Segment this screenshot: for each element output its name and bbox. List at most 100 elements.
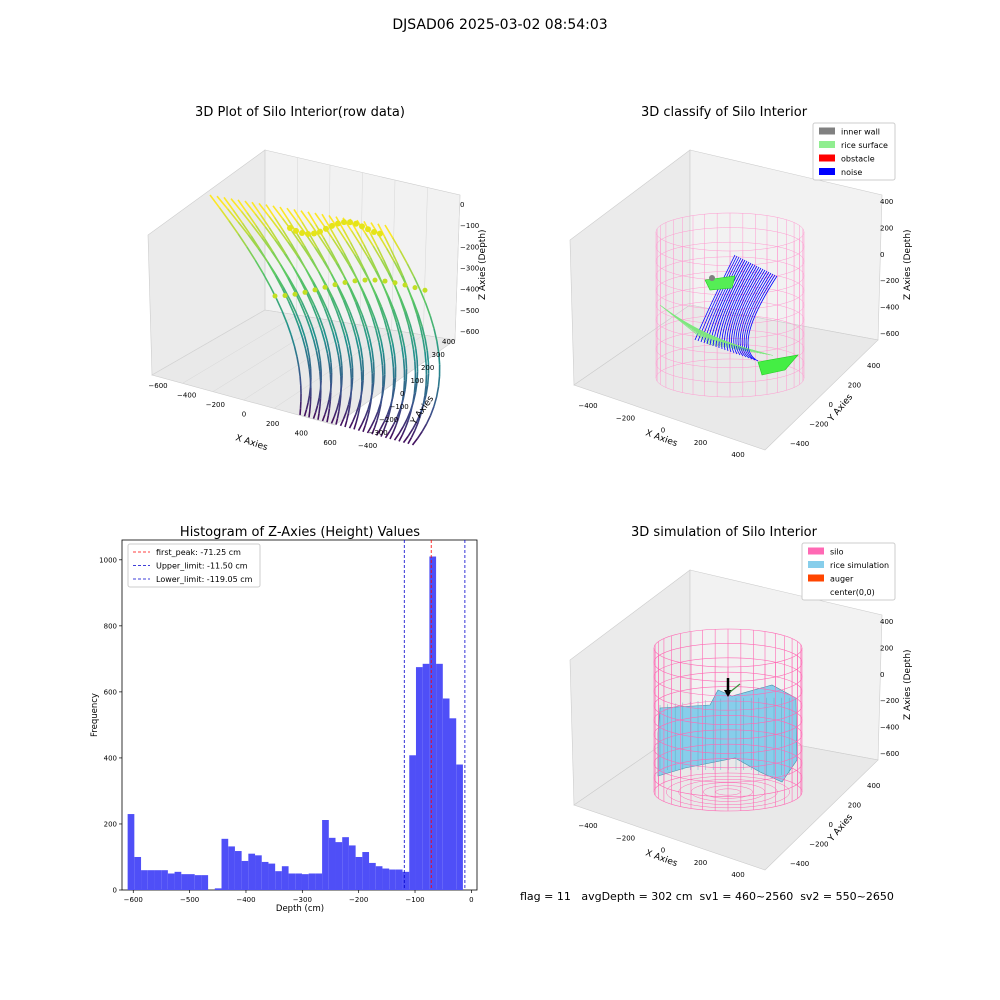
histogram-bar: [248, 853, 256, 890]
raw-scan-segment: [362, 291, 369, 306]
noise-trace: [731, 267, 762, 354]
histogram-bar: [174, 871, 182, 890]
raw-scan-segment: [287, 241, 298, 256]
raw-scan-segment: [227, 208, 239, 223]
raw-scan-segment: [395, 322, 401, 336]
histogram-x-tick-label: −400: [236, 896, 255, 904]
raw-scan-segment: [316, 247, 326, 262]
simulation-legend-label: silo: [830, 548, 844, 557]
raw-scan-segment: [409, 323, 415, 337]
raw-scan-segment: [356, 278, 364, 293]
noise-trace: [743, 273, 774, 360]
histogram-bar: [141, 870, 148, 890]
raw-scan-segment: [355, 337, 360, 350]
simulation-legend-label: rice simulation: [830, 561, 889, 570]
raw-scan-segment: [421, 423, 428, 433]
histogram-bar: [315, 873, 323, 890]
raw-scan-segment: [401, 390, 405, 401]
raw-scan-segment: [402, 358, 406, 371]
raw-scan-segment: [414, 381, 418, 393]
silo-ring: [653, 729, 803, 769]
histogram-bar: [194, 875, 202, 890]
raw-scan-segment: [336, 411, 340, 419]
raw-scan-segment: [343, 298, 351, 313]
raw-scan-segment: [328, 351, 332, 363]
raw-scan-segment: [349, 368, 353, 380]
raw-scan-segment: [392, 308, 399, 322]
raw-scan-segment: [250, 235, 261, 250]
simulation-y-tick: −200: [809, 841, 828, 849]
raw-scan-point: [299, 230, 305, 237]
raw-scan-point: [272, 293, 278, 299]
raw-scan-segment: [372, 245, 382, 260]
simulation-x-ticks: −400 −200 0 200 400: [578, 822, 744, 879]
histogram-bar: [355, 856, 363, 890]
raw-scan-segment: [370, 362, 374, 374]
histogram-bar: [375, 866, 383, 890]
classify-legend-label: inner wall: [841, 128, 880, 137]
raw-scan-segment: [254, 213, 266, 228]
raw-scan-segment: [286, 207, 298, 222]
raw-scan-segment: [307, 211, 317, 225]
raw-scan-segment: [379, 421, 385, 430]
histogram-x-tick-label: −600: [124, 896, 143, 904]
histogram-x-tick-label: −100: [405, 896, 424, 904]
raw-scan-segment: [339, 395, 342, 404]
raw-scan-point: [377, 230, 383, 237]
raw-scan-point: [359, 223, 365, 230]
raw-scan-segment: [425, 415, 432, 425]
raw-scan-segment: [436, 340, 440, 354]
classify-z-ticks: 400 200 0 −200 −400 −600: [880, 198, 899, 338]
classify-x-tick: −400: [578, 402, 597, 410]
histogram-bar: [362, 852, 370, 890]
raw-scan-segment: [317, 361, 321, 372]
raw-scan-segment: [274, 275, 283, 289]
raw-scan-segment: [354, 406, 360, 416]
raw-scan-segment: [336, 239, 345, 254]
raw-scan-segment: [371, 350, 375, 362]
raw-scan-segment: [380, 395, 383, 405]
raw-scan-segment: [383, 422, 388, 431]
raw-scan-segment: [395, 417, 400, 426]
raw-scan-segment: [412, 393, 416, 404]
raw-scan-segment: [367, 304, 374, 319]
simulation-y-tick: −400: [790, 860, 809, 868]
raw-scan-segment: [376, 270, 384, 285]
classify-x-ticks: −400 −200 0 200 400: [578, 402, 744, 459]
raw-scan-point: [365, 226, 371, 233]
raw-scan-segment: [247, 234, 259, 249]
raw-scan-segment: [407, 428, 414, 437]
raw-scan-segment: [390, 398, 394, 408]
silo-ring: [653, 758, 803, 797]
raw-scan-segment: [260, 236, 272, 251]
raw-scan-segment: [268, 227, 279, 242]
raw-scan-segment: [424, 351, 427, 364]
silo-ring: [653, 715, 803, 754]
raw-scan-point: [402, 282, 408, 288]
histogram-bar: [281, 866, 289, 890]
raw-scan-segment: [370, 233, 379, 248]
raw-scan-segment: [393, 433, 400, 441]
simulation-z-tick: −400: [880, 724, 899, 732]
raw-scan-segment: [299, 376, 302, 386]
raw-scan-segment: [343, 276, 352, 291]
raw-y-tick: −300: [369, 429, 388, 437]
raw-scan-segment: [323, 307, 330, 321]
raw-scan-segment: [357, 408, 361, 417]
histogram-bar: [214, 888, 222, 890]
raw-x-tick: 600: [323, 439, 336, 447]
raw-scan-segment: [344, 420, 348, 428]
raw-scan-segment: [384, 431, 391, 439]
raw-scan-segment: [389, 331, 394, 344]
raw-scan-segment: [303, 409, 308, 417]
wall-ring: [655, 329, 805, 369]
raw-scan-segment: [286, 322, 292, 336]
raw-scan-segment: [426, 350, 430, 363]
raw-scan-segment: [377, 223, 386, 237]
histogram-bar: [409, 755, 416, 890]
raw-scan-segment: [319, 371, 322, 382]
raw-scan-segment: [312, 281, 321, 295]
classify-y-ticks: −400 −200 0 200 400: [790, 362, 880, 448]
histogram-bar: [127, 814, 135, 890]
raw-scan-segment: [322, 237, 332, 251]
